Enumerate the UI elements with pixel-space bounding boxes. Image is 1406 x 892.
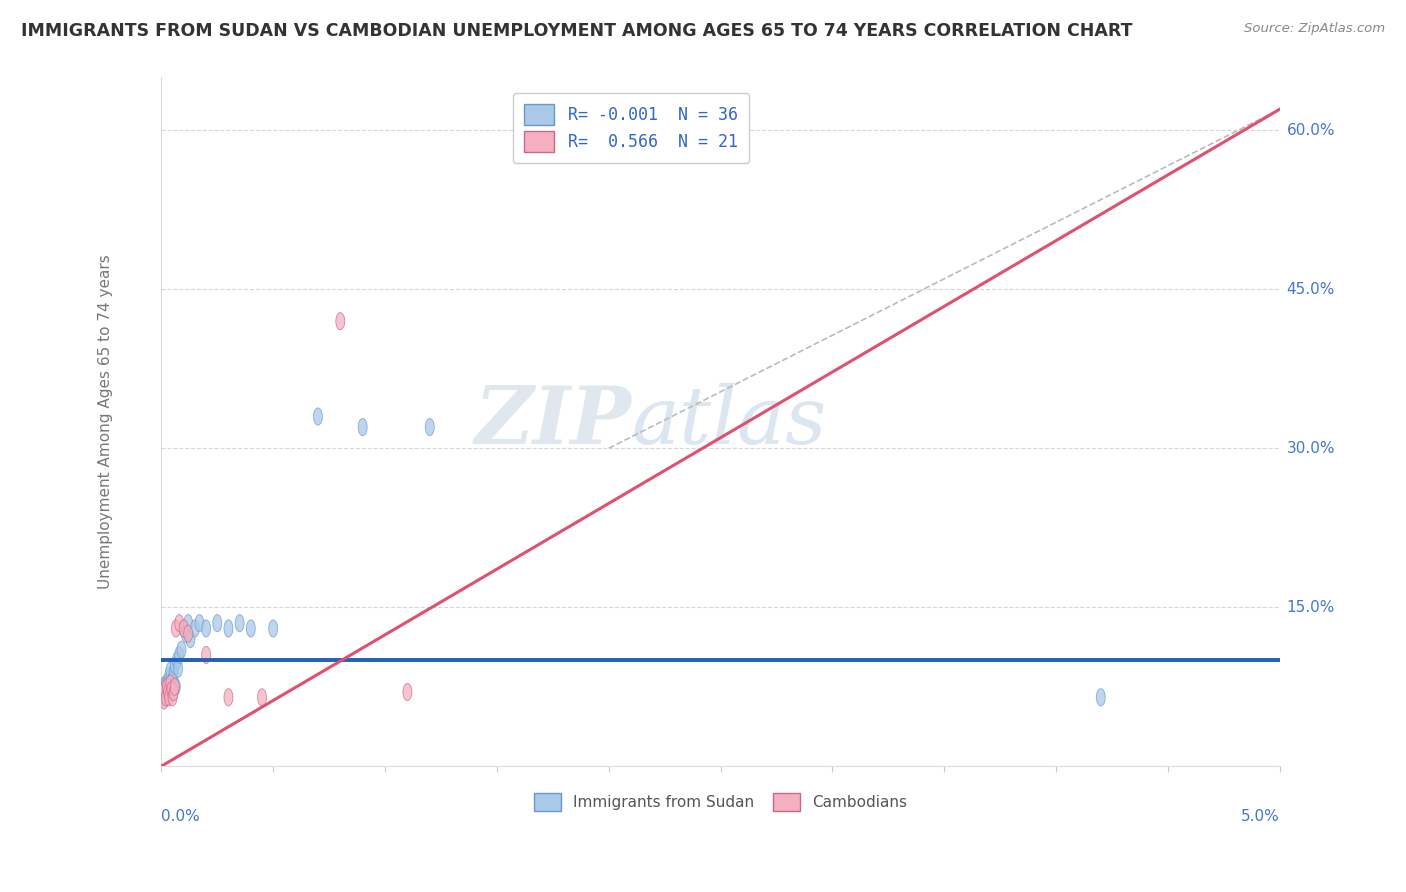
Ellipse shape (181, 625, 190, 642)
Ellipse shape (257, 689, 267, 706)
Ellipse shape (404, 683, 412, 700)
Ellipse shape (170, 678, 179, 696)
Ellipse shape (160, 681, 169, 698)
Ellipse shape (314, 408, 322, 425)
Ellipse shape (160, 681, 169, 698)
Ellipse shape (165, 689, 174, 706)
Ellipse shape (159, 692, 169, 709)
Ellipse shape (169, 689, 177, 706)
Text: ZIP: ZIP (474, 383, 631, 460)
Ellipse shape (169, 683, 179, 700)
Legend: Immigrants from Sudan, Cambodians: Immigrants from Sudan, Cambodians (524, 783, 917, 821)
Ellipse shape (166, 675, 174, 692)
Ellipse shape (167, 681, 176, 698)
Text: 30.0%: 30.0% (1286, 441, 1334, 456)
Ellipse shape (186, 631, 195, 648)
Ellipse shape (163, 678, 173, 696)
Ellipse shape (162, 683, 170, 700)
Ellipse shape (1097, 689, 1105, 706)
Ellipse shape (162, 689, 170, 706)
Text: IMMIGRANTS FROM SUDAN VS CAMBODIAN UNEMPLOYMENT AMONG AGES 65 TO 74 YEARS CORREL: IMMIGRANTS FROM SUDAN VS CAMBODIAN UNEMP… (21, 22, 1133, 40)
Ellipse shape (195, 615, 204, 632)
Ellipse shape (163, 683, 173, 700)
Ellipse shape (184, 615, 193, 632)
Ellipse shape (159, 686, 167, 703)
Ellipse shape (190, 620, 200, 637)
Ellipse shape (169, 671, 177, 688)
Text: 0.0%: 0.0% (162, 809, 200, 823)
Ellipse shape (336, 312, 344, 330)
Ellipse shape (177, 641, 186, 658)
Ellipse shape (172, 620, 180, 637)
Ellipse shape (163, 678, 172, 696)
Ellipse shape (163, 689, 172, 706)
Text: 5.0%: 5.0% (1241, 809, 1279, 823)
Ellipse shape (201, 620, 211, 637)
Ellipse shape (235, 615, 245, 632)
Ellipse shape (269, 620, 277, 637)
Text: 60.0%: 60.0% (1286, 123, 1334, 138)
Ellipse shape (166, 662, 174, 680)
Ellipse shape (162, 675, 170, 692)
Ellipse shape (174, 660, 183, 677)
Ellipse shape (172, 678, 180, 696)
Text: Unemployment Among Ages 65 to 74 years: Unemployment Among Ages 65 to 74 years (98, 254, 112, 590)
Ellipse shape (170, 657, 179, 674)
Text: atlas: atlas (631, 383, 827, 460)
Ellipse shape (359, 418, 367, 435)
Ellipse shape (179, 620, 188, 637)
Ellipse shape (167, 681, 176, 698)
Ellipse shape (224, 620, 233, 637)
Ellipse shape (173, 652, 181, 669)
Text: 15.0%: 15.0% (1286, 599, 1334, 615)
Ellipse shape (246, 620, 256, 637)
Ellipse shape (165, 667, 174, 685)
Ellipse shape (159, 678, 167, 696)
Ellipse shape (179, 620, 188, 637)
Ellipse shape (212, 615, 222, 632)
Ellipse shape (174, 647, 184, 664)
Text: 45.0%: 45.0% (1286, 282, 1334, 297)
Ellipse shape (201, 647, 211, 664)
Ellipse shape (169, 665, 179, 681)
Ellipse shape (174, 615, 184, 632)
Ellipse shape (184, 625, 193, 642)
Ellipse shape (159, 689, 169, 706)
Ellipse shape (160, 686, 170, 703)
Ellipse shape (425, 418, 434, 435)
Ellipse shape (163, 673, 172, 690)
Text: Source: ZipAtlas.com: Source: ZipAtlas.com (1244, 22, 1385, 36)
Ellipse shape (224, 689, 233, 706)
